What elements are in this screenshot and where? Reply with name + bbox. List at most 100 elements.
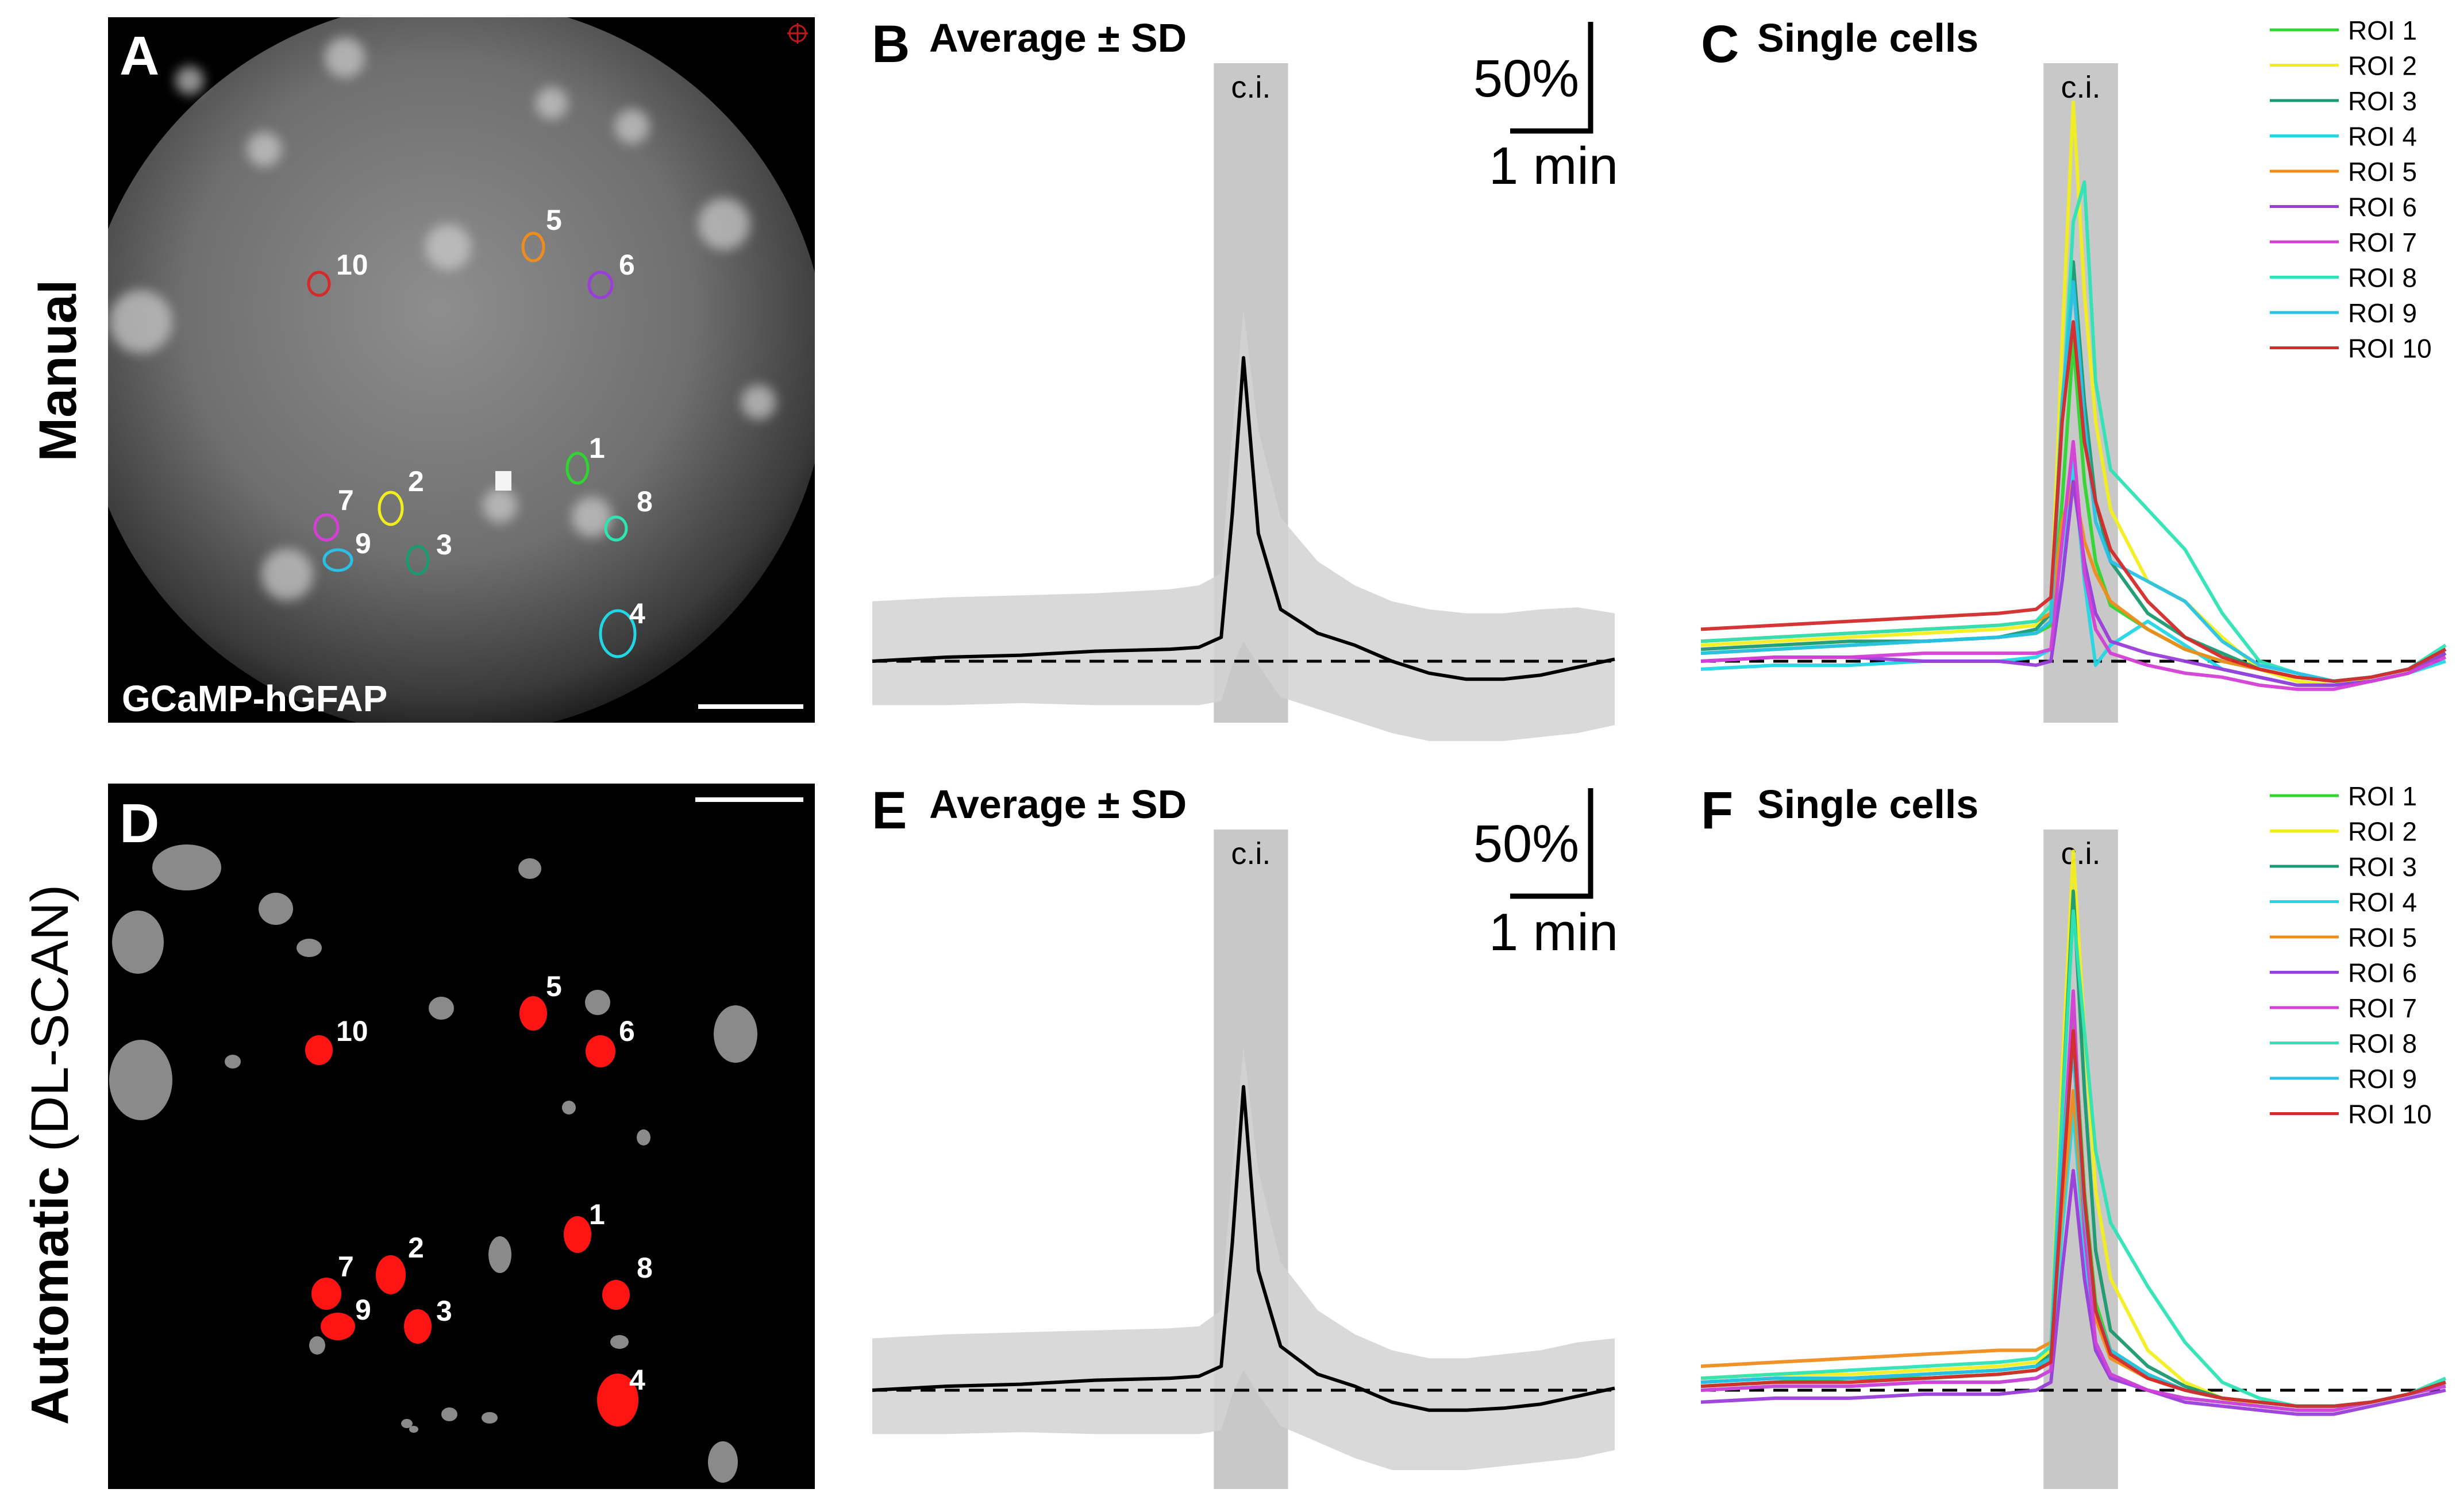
gray-mask-17: [482, 1412, 498, 1424]
roi-outline-10: [307, 271, 331, 297]
image-glow: [108, 17, 815, 723]
roi-label-a-3: 3: [436, 529, 452, 561]
legend-c-label-10: ROI 10: [2348, 334, 2432, 364]
panel-c-single-cells: c.i.: [1700, 63, 2447, 723]
gray-mask-3: [109, 1040, 172, 1120]
gray-mask-2: [112, 911, 164, 974]
gray-mask-7: [585, 990, 610, 1015]
sd-band-b: [872, 310, 1615, 741]
legend-f-label-3: ROI 3: [2348, 852, 2417, 882]
roi-mask-9: [321, 1313, 355, 1340]
gray-mask-6: [518, 858, 541, 879]
roi-mask-4: [597, 1374, 638, 1426]
roi-mask-2: [376, 1255, 406, 1294]
gray-mask-4: [259, 893, 293, 925]
legend-f-label-4: ROI 4: [2348, 888, 2417, 917]
roi-label-a-1: 1: [589, 432, 605, 464]
legend-f: ROI 1 ROI 2 ROI 3 ROI 4 ROI 5 ROI 6 ROI 7 ROI 8…: [2270, 781, 2432, 1129]
legend-c-label-5: ROI 5: [2348, 157, 2417, 187]
panel-c-title: Single cells: [1757, 16, 1978, 60]
gray-mask-18: [401, 1419, 413, 1428]
roi-label-d-10: 10: [336, 1015, 368, 1047]
roi-outline-3: [406, 545, 430, 576]
scalebar-bottom-lines: [1510, 788, 1593, 899]
scalebar-bottom: 50% 1 min: [1473, 788, 1618, 962]
gray-mask-14: [309, 1336, 325, 1355]
trace-c-roi-7: [1700, 439, 2447, 691]
legend-c-label-8: ROI 8: [2348, 263, 2417, 293]
roi-label-d-8: 8: [637, 1252, 653, 1284]
gray-mask-8: [714, 1005, 757, 1063]
panel-e-title: Average ± SD: [929, 782, 1187, 827]
roi-mask-10: [305, 1035, 333, 1065]
scalebar-bottom-x-label: 1 min: [1489, 903, 1618, 962]
row-label-automatic-sub: (DL-SCAN): [21, 885, 79, 1167]
roi-mask-6: [586, 1035, 615, 1067]
gray-mask-1: [152, 844, 221, 890]
panel-letter-a: A: [120, 25, 159, 87]
roi-label-d-4: 4: [629, 1364, 645, 1396]
legend-c-label-7: ROI 7: [2348, 227, 2417, 257]
legend-f-label-8: ROI 8: [2348, 1029, 2417, 1059]
legend-c-label-4: ROI 4: [2348, 122, 2417, 152]
trace-c-roi-6: [1700, 480, 2447, 687]
scalebar-top-y-label: 50%: [1473, 49, 1579, 108]
roi-outline-4: [599, 609, 637, 658]
stimulus-label-b: c.i.: [1231, 70, 1271, 105]
roi-outline-1: [565, 452, 590, 485]
roi-label-a-7: 7: [338, 484, 354, 516]
panel-letter-b: B: [872, 15, 910, 74]
roi-label-d-2: 2: [408, 1232, 424, 1264]
trace-f-roi-7: [1700, 989, 2446, 1412]
mean-trace-e: [872, 1085, 1615, 1412]
panel-e-average: c.i.: [872, 830, 1615, 1489]
legend-f-label-5: ROI 5: [2348, 923, 2417, 952]
panel-letter-d: D: [120, 793, 159, 854]
legend-c-label-3: ROI 3: [2348, 86, 2417, 116]
scalebar-top-lines: [1510, 22, 1593, 134]
stimulus-label-f: c.i.: [2061, 836, 2100, 871]
gray-mask-16: [441, 1407, 457, 1421]
roi-label-d-1: 1: [589, 1198, 605, 1231]
mean-trace-b: [872, 356, 1615, 681]
roi-label-a-8: 8: [637, 485, 653, 518]
scalebar-top: 50% 1 min: [1473, 22, 1618, 195]
roi-label-d-9: 9: [355, 1294, 371, 1326]
scalebar-bottom-y-label: 50%: [1473, 815, 1579, 873]
row-label-automatic-main: Automatic: [21, 1166, 79, 1425]
panel-b-average: c.i.: [872, 63, 1615, 741]
panel-letter-e: E: [872, 781, 907, 840]
roi-label-d-7: 7: [338, 1251, 354, 1283]
legend-c-label-2: ROI 2: [2348, 51, 2417, 81]
legend-f-label-1: ROI 1: [2348, 781, 2417, 811]
image-texture: [109, 37, 776, 600]
roi-label-d-5: 5: [546, 970, 562, 1002]
gray-mask-13: [488, 1236, 511, 1273]
row-label-manual: Manual: [29, 280, 87, 462]
gray-mask-19: [610, 1335, 629, 1349]
roi-label-d-3: 3: [436, 1295, 452, 1327]
gray-masks: [109, 844, 757, 1483]
roi-outline-5: [521, 232, 545, 263]
legend-c-label-6: ROI 6: [2348, 192, 2417, 222]
roi-mask-8: [602, 1280, 630, 1310]
stimulus-label-e: c.i.: [1231, 836, 1271, 871]
legend-f-label-2: ROI 2: [2348, 817, 2417, 847]
legend-f-label-9: ROI 9: [2348, 1064, 2417, 1094]
roi-label-a-4: 4: [629, 597, 645, 630]
trace-f-roi-10: [1700, 1029, 2446, 1408]
bright-spot: [495, 471, 511, 491]
trace-f-roi-6: [1700, 1168, 2446, 1416]
roi-mask-5: [519, 996, 547, 1031]
gray-mask-15: [708, 1441, 738, 1483]
roi-label-a-5: 5: [546, 204, 562, 236]
roi-label-a-6: 6: [619, 249, 635, 281]
legend-c-label-1: ROI 1: [2348, 16, 2417, 45]
roi-label-a-2: 2: [408, 465, 424, 497]
gray-mask-5: [297, 939, 322, 957]
roi-outline-7: [313, 513, 340, 542]
trace-c-roi-10: [1700, 320, 2447, 683]
